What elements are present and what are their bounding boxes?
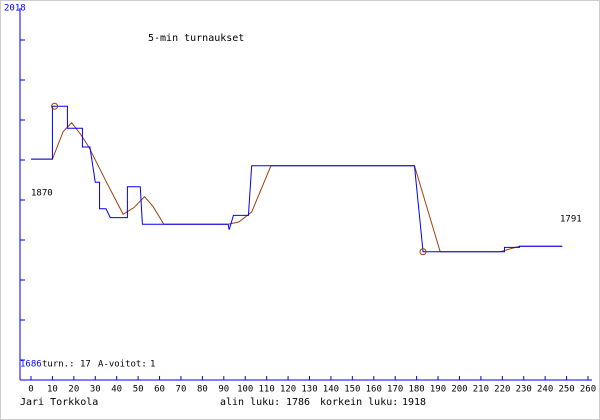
x-tick-label: 110 bbox=[259, 385, 275, 395]
y-min-label: 1686 bbox=[20, 360, 42, 370]
min-value: 1786 bbox=[286, 397, 310, 408]
x-tick-label: 190 bbox=[430, 385, 446, 395]
chart-title: 5-min turnaukset bbox=[148, 33, 244, 44]
x-tick-label: 210 bbox=[473, 385, 489, 395]
x-tick-label: 30 bbox=[90, 385, 101, 395]
y-max-label: 2018 bbox=[4, 4, 26, 14]
x-tick-label: 100 bbox=[237, 385, 253, 395]
max-value: 1918 bbox=[402, 397, 426, 408]
x-tick-label: 230 bbox=[516, 385, 532, 395]
author: Jari Torkkola bbox=[20, 397, 98, 408]
x-tick-label: 90 bbox=[218, 385, 229, 395]
x-tick-label: 140 bbox=[323, 385, 339, 395]
x-tick-label: 20 bbox=[68, 385, 79, 395]
wins-value: 1 bbox=[150, 360, 155, 370]
x-tick-label: 260 bbox=[580, 385, 596, 395]
games-value: 17 bbox=[80, 360, 91, 370]
y-axis-ticks bbox=[20, 39, 25, 361]
extreme-marker bbox=[419, 248, 427, 256]
x-tick-label: 250 bbox=[558, 385, 574, 395]
x-tick-label: 50 bbox=[133, 385, 144, 395]
x-tick-label: 150 bbox=[344, 385, 360, 395]
x-tick-label: 160 bbox=[366, 385, 382, 395]
max-label: korkein luku: bbox=[320, 397, 398, 408]
end-label: 1791 bbox=[560, 215, 582, 225]
x-tick-label: 220 bbox=[494, 385, 510, 395]
x-tick-label: 10 bbox=[47, 385, 58, 395]
x-tick-label: 120 bbox=[280, 385, 296, 395]
x-tick-label: 240 bbox=[537, 385, 553, 395]
x-tick-label: 70 bbox=[176, 385, 187, 395]
x-tick-label: 180 bbox=[408, 385, 424, 395]
games-label: turn.: bbox=[42, 360, 75, 370]
x-tick-label: 170 bbox=[387, 385, 403, 395]
extreme-marker bbox=[51, 102, 59, 110]
x-tick-label: 40 bbox=[111, 385, 122, 395]
x-tick-label: 60 bbox=[154, 385, 165, 395]
x-tick-label: 0 bbox=[28, 385, 33, 395]
x-tick-label: 130 bbox=[301, 385, 317, 395]
rating-line bbox=[31, 105, 563, 253]
x-tick-label: 80 bbox=[197, 385, 208, 395]
start-label: 1870 bbox=[31, 189, 53, 199]
min-label: alin luku: bbox=[220, 397, 280, 408]
x-tick-label: 200 bbox=[451, 385, 467, 395]
wins-label: A-voitot: bbox=[98, 360, 147, 370]
